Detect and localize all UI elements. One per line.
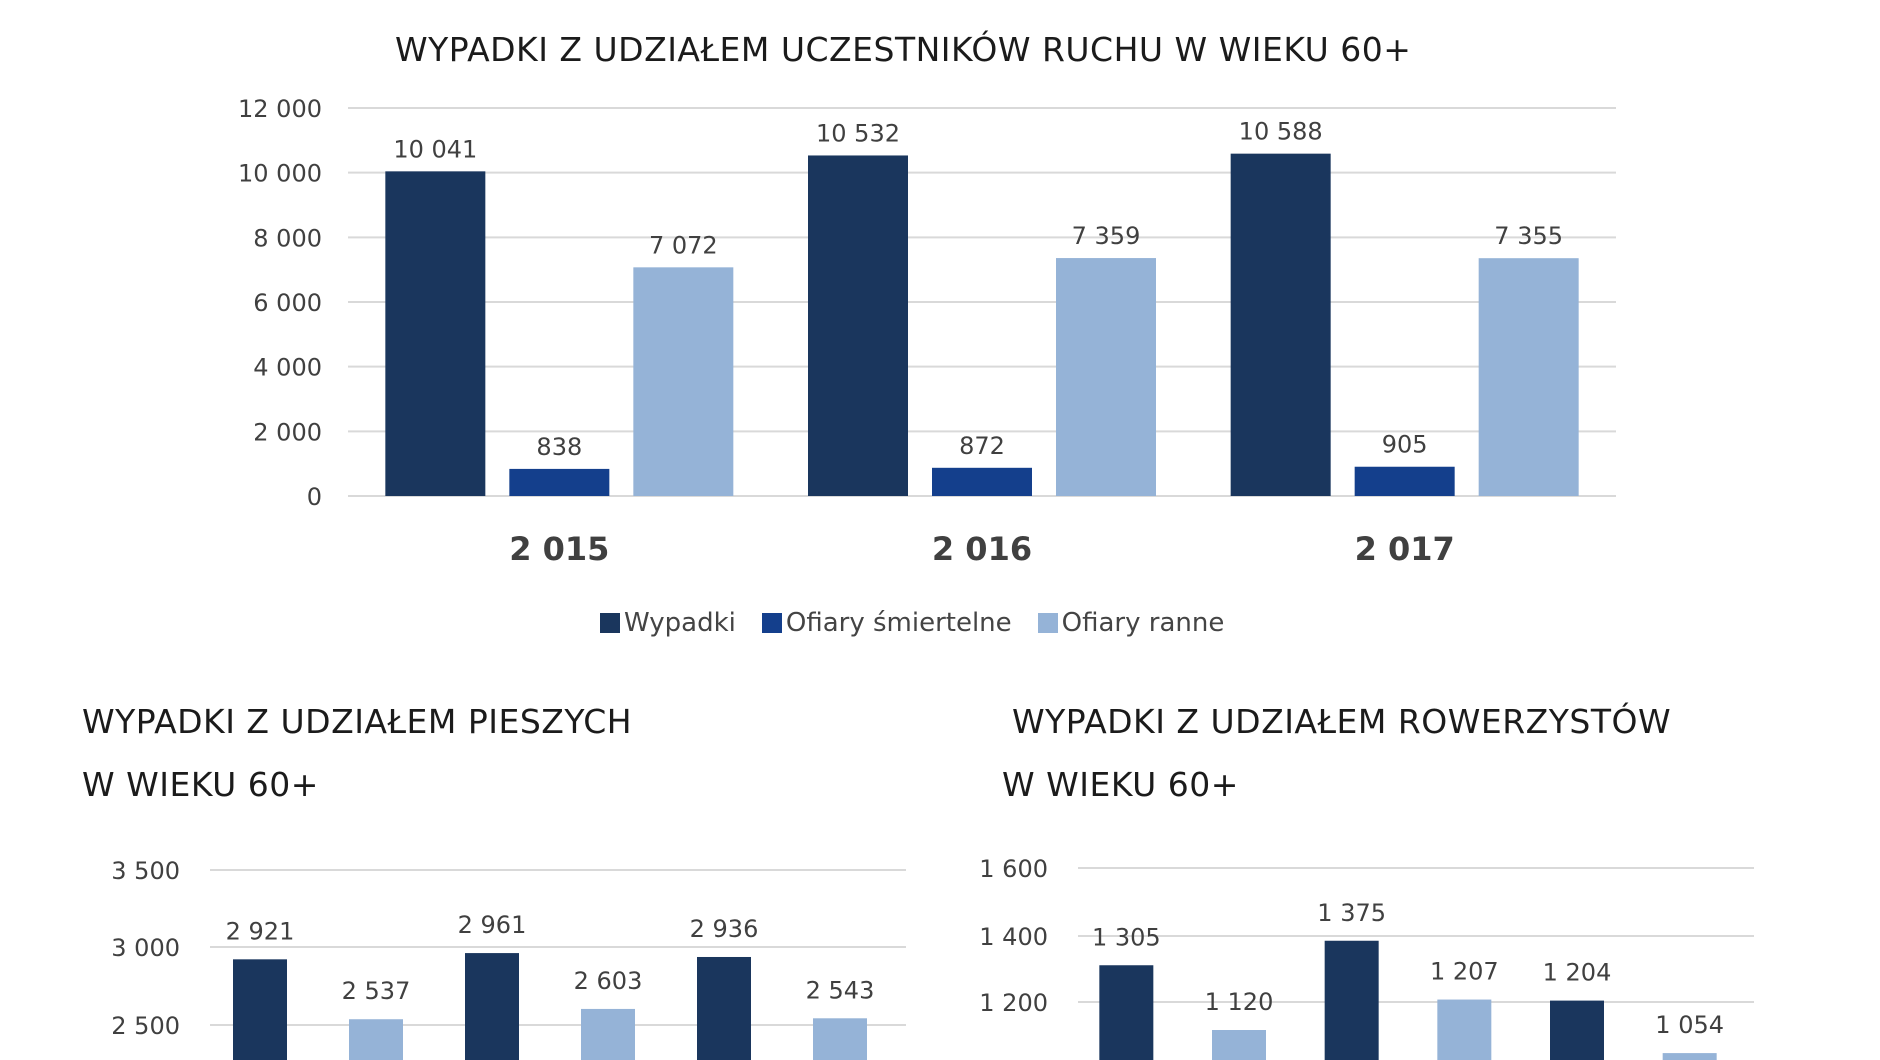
cyclists-data-label: 1 054 xyxy=(1655,1011,1724,1039)
pedestrians-y-tick-label: 3 000 xyxy=(111,934,180,962)
main-data-label: 10 532 xyxy=(816,119,900,147)
pedestrians-data-label: 2 961 xyxy=(458,911,527,939)
cyclists-y-tick-label: 1 400 xyxy=(979,923,1048,951)
main-data-label: 10 041 xyxy=(393,135,477,163)
main-data-label: 7 355 xyxy=(1494,222,1563,250)
cyclists-data-label: 1 375 xyxy=(1317,899,1386,927)
cyclists-y-tick-label: 1 600 xyxy=(979,855,1048,883)
main-data-label: 872 xyxy=(959,432,1005,460)
pedestrians-bar xyxy=(349,1019,403,1060)
main-y-tick-label: 8 000 xyxy=(253,224,322,252)
main-bar xyxy=(385,171,486,496)
main-x-tick-label: 2 016 xyxy=(932,530,1032,568)
main-bar xyxy=(932,467,1032,496)
pedestrians-bar xyxy=(697,956,751,1060)
main-y-tick-label: 10 000 xyxy=(238,160,322,188)
pedestrians-data-label: 2 936 xyxy=(690,915,759,943)
main-chart-legend: Wypadki Ofiary śmiertelne Ofiary ranne xyxy=(600,608,1224,638)
legend-item-smiertelne: Ofiary śmiertelne xyxy=(761,608,1012,638)
main-bar xyxy=(1478,258,1579,496)
pedestrians-data-label: 2 921 xyxy=(226,917,295,945)
main-bar xyxy=(808,155,908,496)
cyclists-chart-title-line2: W WIEKU 60+ xyxy=(1002,765,1239,804)
cyclists-chart-title-line1: WYPADKI Z UDZIAŁEM ROWERZYSTÓW xyxy=(1012,702,1672,741)
main-x-tick-label: 2 017 xyxy=(1355,530,1455,568)
main-bar xyxy=(1354,466,1455,496)
main-bar xyxy=(633,267,734,496)
cyclists-data-label: 1 305 xyxy=(1092,923,1161,951)
main-data-label: 7 072 xyxy=(649,231,718,259)
pedestrians-chart-title-line1: WYPADKI Z UDZIAŁEM PIESZYCH xyxy=(82,702,633,741)
cyclists-data-label: 1 207 xyxy=(1430,958,1499,986)
pedestrians-data-label: 2 603 xyxy=(574,967,643,995)
main-y-tick-label: 4 000 xyxy=(253,354,322,382)
main-y-tick-label: 6 000 xyxy=(253,289,322,317)
legend-label-ranne: Ofiary ranne xyxy=(1061,608,1225,638)
pedestrians-y-tick-label: 2 500 xyxy=(111,1012,180,1040)
cyclists-bar xyxy=(1437,999,1492,1060)
pedestrians-data-label: 2 537 xyxy=(342,977,411,1005)
main-data-label: 905 xyxy=(1382,431,1428,459)
cyclists-bar xyxy=(1550,1000,1604,1060)
cyclists-bar xyxy=(1324,940,1379,1060)
main-chart-title: WYPADKI Z UDZIAŁEM UCZESTNIKÓW RUCHU W W… xyxy=(395,30,1412,69)
legend-swatch-wypadki xyxy=(600,613,620,633)
cyclists-data-label: 1 120 xyxy=(1205,988,1274,1016)
main-y-tick-label: 2 000 xyxy=(253,418,322,446)
main-data-label: 838 xyxy=(536,433,582,461)
legend-label-smiertelne: Ofiary śmiertelne xyxy=(785,608,1012,638)
main-y-tick-label: 0 xyxy=(307,483,322,511)
legend-item-ranne: Ofiary ranne xyxy=(1037,608,1225,638)
cyclists-data-label: 1 204 xyxy=(1543,959,1612,987)
pedestrians-bar xyxy=(233,959,287,1060)
main-bar xyxy=(1230,153,1331,496)
main-y-tick-label: 12 000 xyxy=(238,95,322,123)
pedestrians-data-label: 2 543 xyxy=(806,976,875,1004)
cyclists-bar xyxy=(1099,965,1154,1060)
main-data-label: 7 359 xyxy=(1072,222,1141,250)
legend-item-wypadki: Wypadki xyxy=(600,608,736,638)
pedestrians-bar xyxy=(465,953,519,1060)
cyclists-bar xyxy=(1212,1030,1266,1060)
cyclists-y-tick-label: 1 200 xyxy=(979,989,1048,1017)
main-data-label: 10 588 xyxy=(1239,118,1323,146)
pedestrians-y-tick-label: 3 500 xyxy=(111,857,180,885)
main-bar xyxy=(1056,258,1156,496)
main-bar xyxy=(509,468,610,496)
cyclists-bar xyxy=(1662,1053,1717,1060)
pedestrians-chart-title-line2: W WIEKU 60+ xyxy=(82,765,319,804)
pedestrians-bar xyxy=(813,1018,867,1060)
legend-label-wypadki: Wypadki xyxy=(624,608,736,638)
pedestrians-bar xyxy=(581,1008,635,1060)
legend-swatch-smiertelne xyxy=(761,613,782,633)
legend-swatch-ranne xyxy=(1037,613,1058,633)
main-x-tick-label: 2 015 xyxy=(509,530,609,568)
